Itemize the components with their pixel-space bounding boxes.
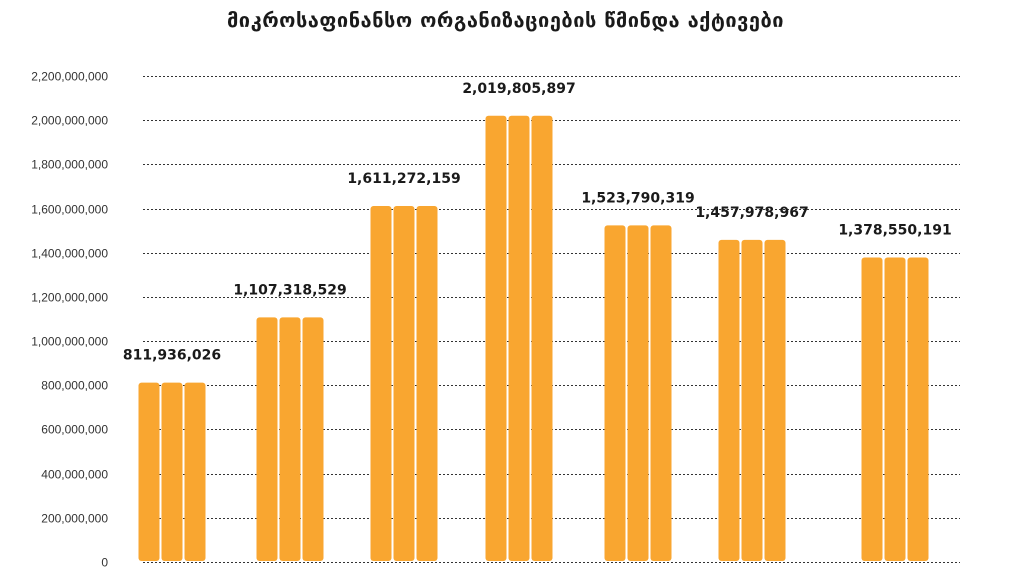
bar [650,225,672,561]
y-tick-label: 2,000,000,000 [31,114,108,128]
bar [907,257,929,561]
bar [861,257,883,561]
bar [138,382,160,561]
data-label: 2,019,805,897 [462,81,575,97]
data-labels: 811,936,026 1,107,318,529 1,611,272,159 2,0… [123,81,952,364]
y-axis-ticks: 0 200,000,000 400,000,000 600,000,000 800,00… [31,70,108,570]
bar [741,239,763,561]
data-label: 1,523,790,319 [581,190,694,206]
bar [302,317,324,561]
bar [718,239,740,561]
bar [531,115,553,561]
bar [416,206,438,561]
y-tick-label: 1,600,000,000 [31,203,108,217]
data-label: 1,107,318,529 [233,282,346,298]
bar [485,115,507,561]
y-tick-label: 2,200,000,000 [31,70,108,84]
bar [627,225,649,561]
bar [508,115,530,561]
y-tick-label: 1,200,000,000 [31,291,108,305]
y-tick-label: 800,000,000 [41,379,108,393]
y-tick-label: 0 [101,556,108,570]
y-tick-label: 400,000,000 [41,468,108,482]
bar [370,206,392,561]
data-label: 811,936,026 [123,348,221,364]
bar [161,382,183,561]
chart-title: მიკროსაფინანსო ორგანიზაციების წმინდა აქტ… [226,8,785,32]
y-tick-label: 200,000,000 [41,512,108,526]
y-tick-label: 1,800,000,000 [31,158,108,172]
y-tick-label: 600,000,000 [41,423,108,437]
bars [138,115,929,561]
bar [393,206,415,561]
bar [764,239,786,561]
data-label: 1,378,550,191 [838,222,951,238]
bar [884,257,906,561]
bar [256,317,278,561]
y-tick-label: 1,000,000,000 [31,335,108,349]
bar [279,317,301,561]
y-tick-label: 1,400,000,000 [31,247,108,261]
bar [184,382,206,561]
data-label: 1,457,978,967 [695,205,808,221]
data-label: 1,611,272,159 [347,171,460,187]
bar [604,225,626,561]
